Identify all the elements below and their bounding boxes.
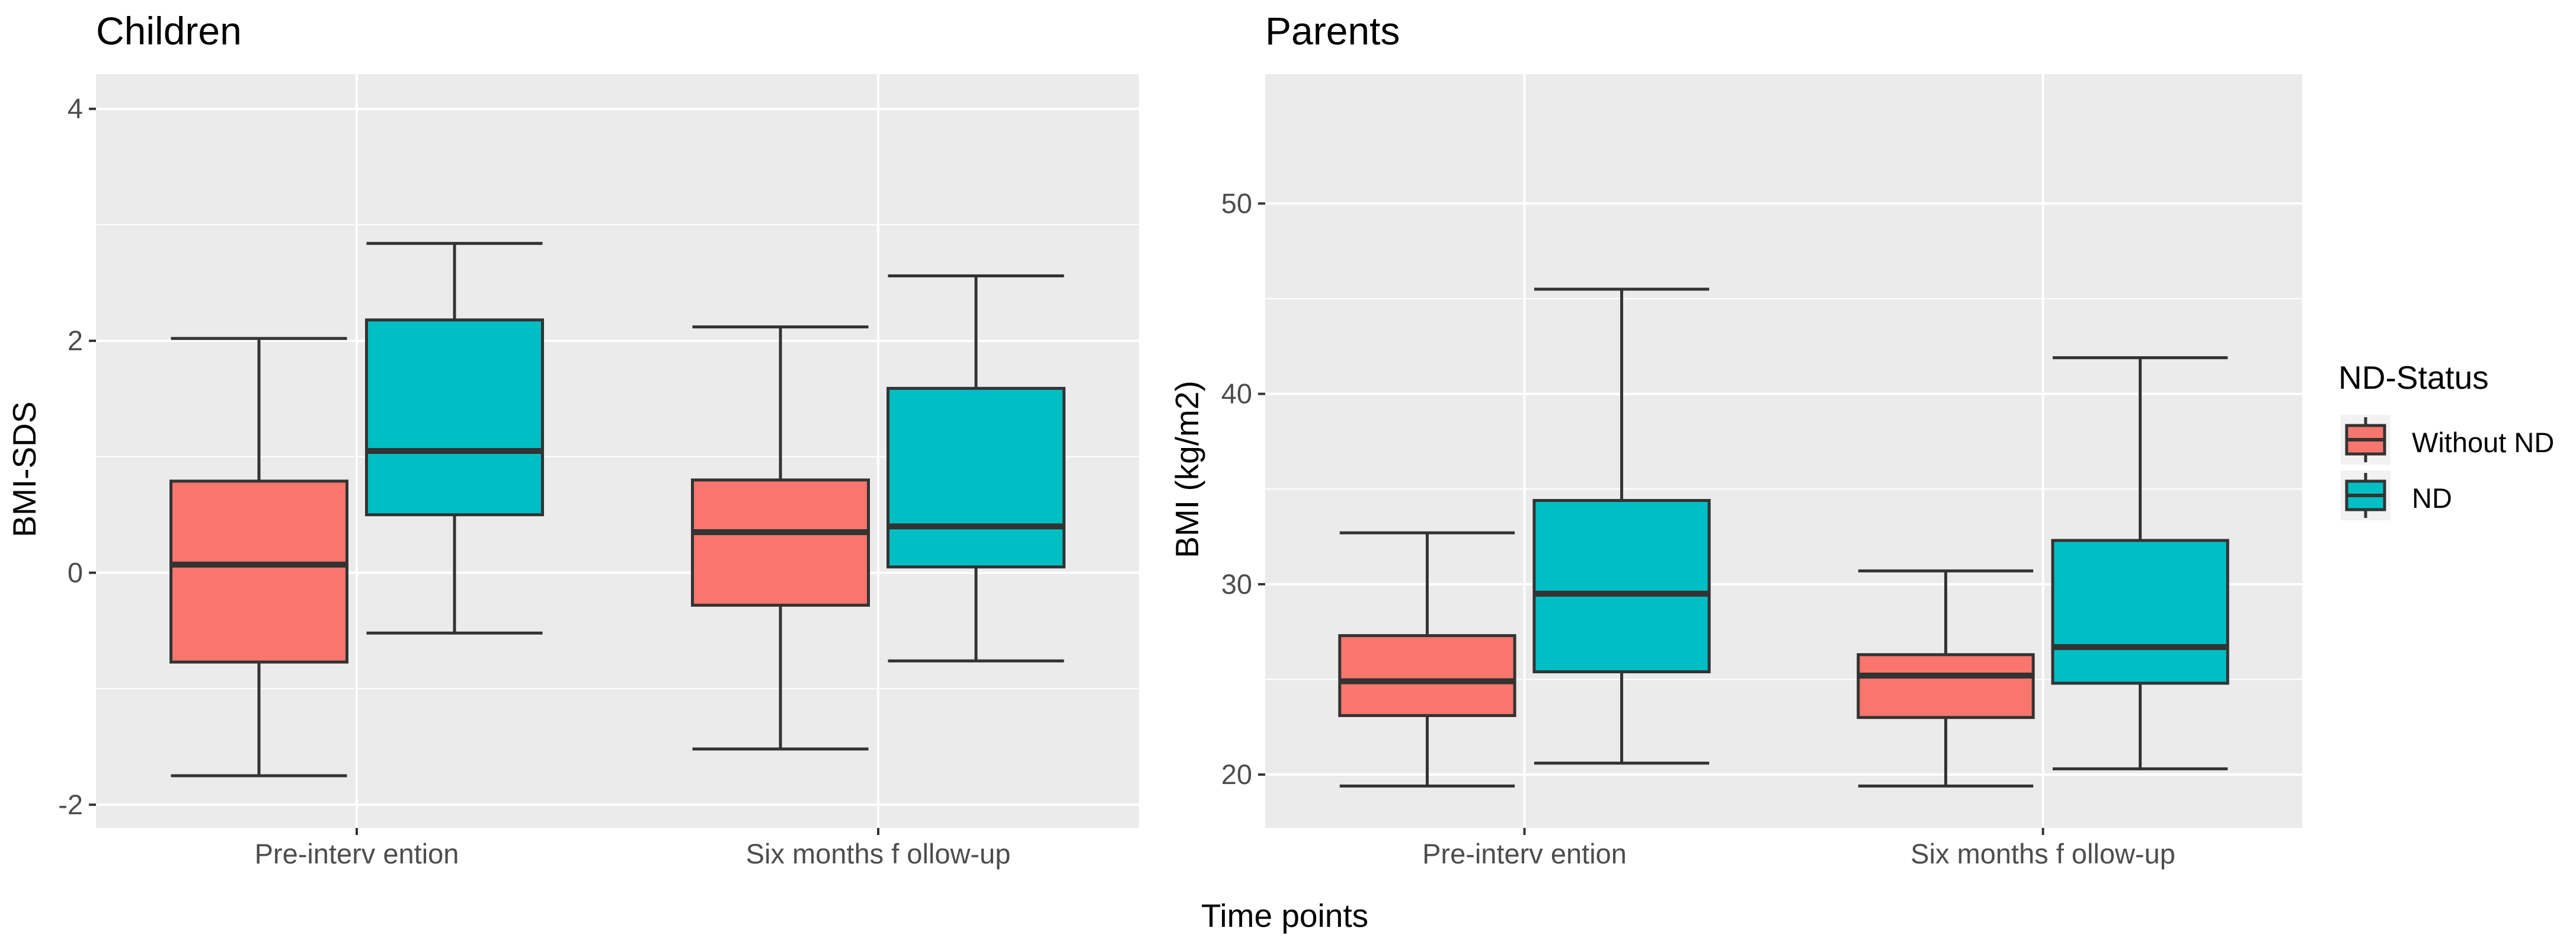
parents-panel: 20 30 40 50 Pre-interv ention Six months f ol… — [1221, 74, 2302, 869]
legend-title: ND-Status — [2338, 359, 2489, 396]
parents-nd-1-box — [2051, 539, 2229, 685]
parents-x-tick-label: Pre-interv ention — [1422, 838, 1627, 869]
children-nd-1-box — [887, 386, 1065, 569]
children-y-tick-label: 4 — [68, 93, 83, 124]
legend: ND-Status Without ND ND — [2338, 359, 2554, 520]
children-y-axis-title: BMI-SDS — [6, 401, 43, 537]
parents-without-nd-1-box — [1857, 653, 2035, 719]
legend-keys — [2341, 415, 2391, 520]
parents-nd-0-box — [1532, 499, 1711, 674]
children-y-tick-label: 2 — [68, 325, 83, 356]
children-y-tick-label: -2 — [58, 789, 83, 820]
children-x-tick-label: Pre-interv ention — [255, 838, 459, 869]
children-x-tick-label: Six months f ollow-up — [746, 838, 1011, 869]
children-nd-0-box — [365, 318, 544, 517]
children-panel-title: Children — [96, 9, 242, 53]
parents-y-tick-label: 40 — [1221, 378, 1252, 409]
children-without-nd-1-box — [691, 478, 870, 607]
legend-label-without-nd: Without ND — [2412, 427, 2554, 458]
children-without-nd-0-box — [169, 479, 348, 664]
parents-y-tick-label: 30 — [1221, 568, 1252, 600]
parents-panel-title: Parents — [1265, 9, 1400, 53]
parents-without-nd-0-box — [1338, 634, 1516, 717]
parents-y-tick-label: 50 — [1221, 187, 1252, 219]
children-y-tick-label: 0 — [68, 556, 83, 588]
parents-y-axis-title: BMI (kg/m2) — [1169, 380, 1205, 558]
children-panel: -2 0 2 4 Pre-interv ention Six months f ollow… — [58, 74, 1139, 869]
parents-y-tick-label: 20 — [1221, 759, 1252, 790]
legend-label-nd: ND — [2412, 482, 2452, 514]
parents-x-tick-label: Six months f ollow-up — [1911, 838, 2175, 869]
x-axis-title: Time points — [1201, 897, 1368, 934]
